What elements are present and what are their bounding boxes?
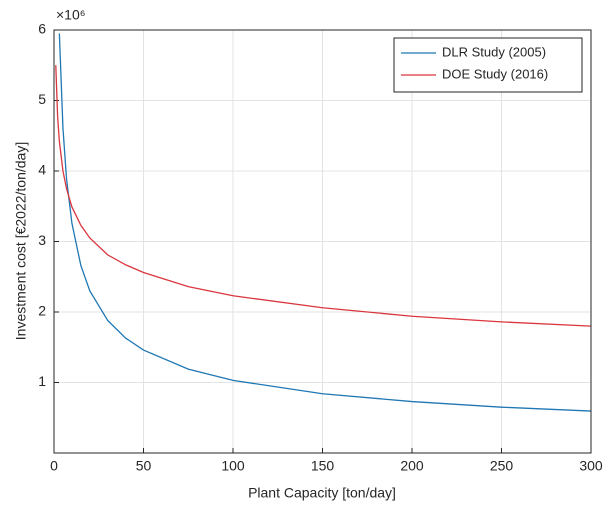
x-tick-label: 150 — [311, 458, 335, 474]
y-axis-label: Investment cost [€2022/ton/day] — [13, 142, 29, 340]
y-tick-label: 4 — [38, 162, 46, 178]
line-series — [55, 65, 591, 327]
legend-label: DLR Study (2005) — [442, 44, 546, 59]
x-tick-label: 100 — [221, 458, 245, 474]
x-tick-label: 250 — [490, 458, 514, 474]
x-tick-label: 200 — [400, 458, 424, 474]
axes-box — [53, 29, 592, 454]
y-tick-label: 1 — [38, 373, 46, 389]
y-tick-label: 5 — [38, 91, 46, 107]
plot-area — [55, 33, 591, 412]
x-tick-label: 0 — [50, 458, 58, 474]
x-tick-label: 50 — [136, 458, 152, 474]
y-exponent: ×10⁶ — [56, 7, 86, 23]
x-tick-label: 300 — [579, 458, 603, 474]
legend-box — [393, 37, 583, 93]
y-tick-label: 3 — [38, 232, 46, 248]
legend-label: DOE Study (2016) — [442, 66, 548, 81]
y-tick-label: 6 — [38, 21, 46, 37]
y-tick-label: 2 — [38, 303, 46, 319]
x-axis-label: Plant Capacity [ton/day] — [248, 485, 396, 501]
